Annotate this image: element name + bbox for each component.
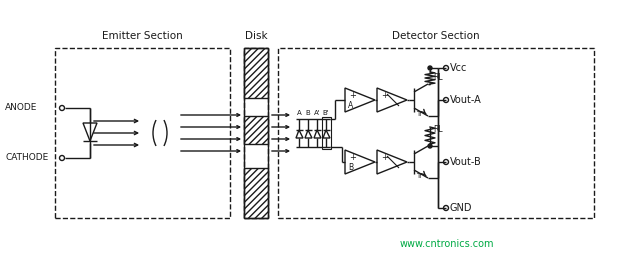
Text: A: A (348, 101, 353, 111)
Bar (244, 168, 268, 218)
Bar (278, 48, 594, 218)
Text: Vout-B: Vout-B (450, 157, 482, 167)
Circle shape (428, 144, 432, 148)
Text: +: + (349, 91, 356, 100)
Bar (244, 48, 268, 98)
Text: Vcc: Vcc (450, 63, 467, 73)
Bar (244, 48, 268, 218)
Text: ANODE: ANODE (5, 103, 37, 112)
Text: +: + (381, 91, 388, 100)
Bar (244, 48, 268, 218)
Text: Vout-A: Vout-A (450, 95, 482, 105)
Circle shape (428, 66, 432, 70)
Bar (244, 116, 268, 144)
Text: GND: GND (450, 203, 472, 213)
Bar (322, 117, 331, 149)
Text: Tr: Tr (416, 111, 422, 117)
Text: +: + (349, 153, 356, 162)
Bar (55, 48, 230, 218)
Text: Tr: Tr (416, 173, 422, 179)
Text: A: A (296, 110, 301, 116)
Text: B: B (348, 164, 353, 173)
Text: Detector Section: Detector Section (392, 31, 480, 41)
Text: RL: RL (433, 73, 443, 82)
Text: +: + (381, 153, 388, 162)
Text: RL: RL (433, 125, 443, 134)
Text: B: B (306, 110, 311, 116)
Text: A': A' (314, 110, 321, 116)
Text: B': B' (322, 110, 329, 116)
Text: Disk: Disk (245, 31, 267, 41)
Text: Emitter Section: Emitter Section (102, 31, 182, 41)
Text: www.cntronics.com: www.cntronics.com (400, 239, 495, 249)
Text: CATHODE: CATHODE (5, 154, 48, 163)
